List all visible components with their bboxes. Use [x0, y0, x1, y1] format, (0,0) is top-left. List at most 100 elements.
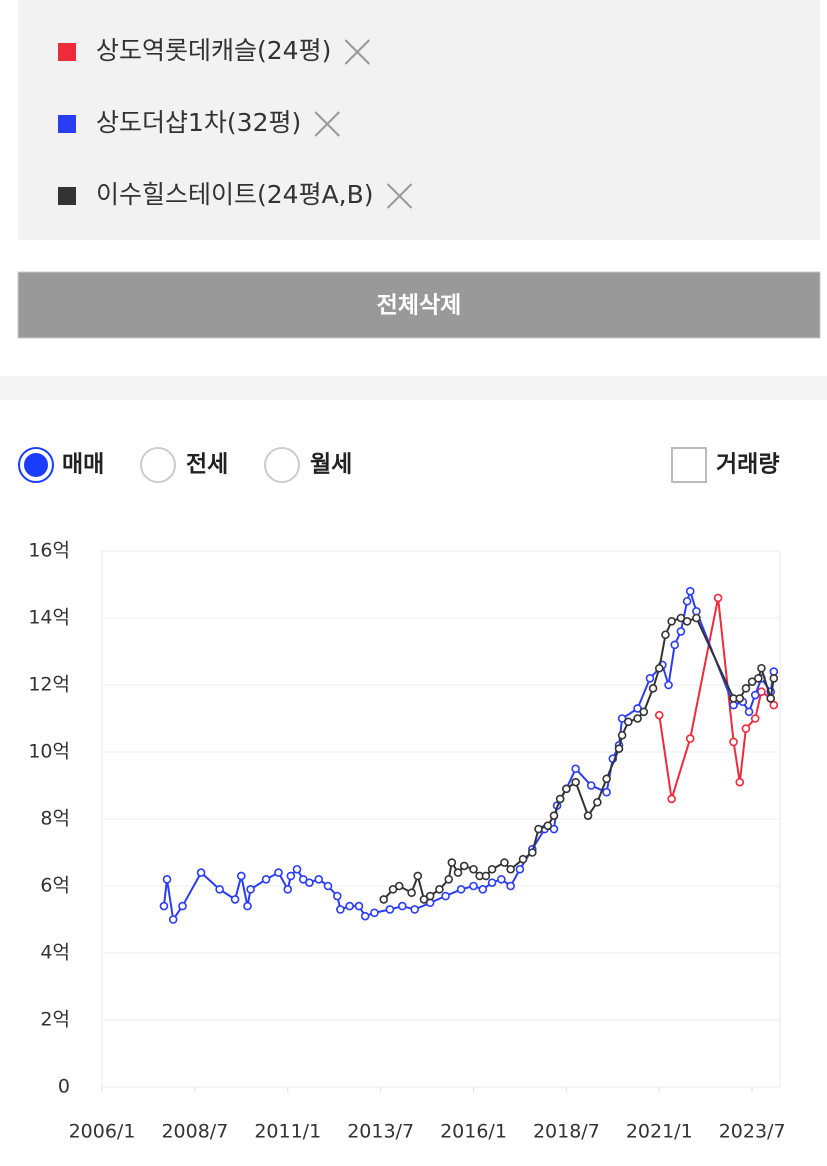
data-point	[729, 737, 738, 747]
x-tick-label: 2023/7	[719, 1121, 786, 1143]
data-point	[487, 878, 497, 887]
data-point	[453, 868, 463, 877]
data-point	[283, 885, 293, 894]
data-point	[555, 794, 565, 804]
x-tick-label: 2013/7	[347, 1121, 414, 1143]
y-tick-label: 0	[58, 1076, 70, 1098]
series-line	[382, 616, 775, 901]
delete-all-button[interactable]	[17, 271, 821, 339]
data-point	[435, 885, 444, 894]
data-point	[534, 824, 543, 834]
data-point	[692, 613, 701, 623]
legend-swatch	[58, 43, 76, 61]
data-point	[586, 781, 596, 790]
data-point	[292, 864, 302, 874]
y-tick-label: 6억	[40, 875, 70, 897]
radio[interactable]	[264, 447, 300, 483]
legend-swatch	[58, 115, 76, 133]
data-point	[243, 901, 252, 911]
radio[interactable]	[140, 447, 176, 483]
data-point	[274, 868, 283, 877]
remove-icon[interactable]	[314, 111, 340, 137]
remove-icon[interactable]	[344, 39, 371, 65]
data-point	[246, 885, 255, 894]
data-point	[230, 895, 240, 904]
data-point	[654, 710, 664, 720]
radio-label[interactable]: 월세	[310, 452, 352, 478]
remove-icon[interactable]	[386, 183, 413, 209]
x-tick-label: 2016/1	[440, 1121, 507, 1143]
data-point	[323, 881, 333, 891]
data-point	[682, 617, 692, 626]
data-point	[735, 694, 745, 703]
data-point	[624, 717, 633, 727]
data-point	[168, 915, 178, 924]
data-point	[661, 630, 670, 640]
data-point	[639, 707, 649, 717]
data-point	[425, 891, 435, 901]
data-point	[562, 784, 571, 794]
data-point	[469, 864, 478, 874]
radio-label[interactable]: 전세	[186, 452, 228, 478]
data-point	[543, 821, 553, 831]
data-point	[617, 730, 627, 740]
data-point	[685, 586, 695, 596]
data-point	[769, 673, 779, 683]
data-point	[441, 891, 450, 901]
data-point	[583, 811, 593, 820]
data-point	[385, 905, 395, 914]
y-tick-label: 4억	[40, 942, 70, 964]
data-point	[667, 794, 676, 804]
data-point	[459, 861, 469, 871]
legend-swatch	[58, 187, 76, 205]
data-point	[549, 811, 559, 820]
data-point	[741, 724, 751, 733]
data-point	[487, 864, 497, 874]
data-point	[159, 901, 169, 911]
delete-all-label[interactable]: 전체삭제	[377, 293, 462, 319]
data-point	[286, 871, 296, 881]
selection-panel	[18, 0, 820, 240]
data-point	[766, 694, 776, 703]
data-point	[413, 871, 423, 881]
data-point	[215, 885, 224, 894]
separator	[0, 376, 827, 400]
data-point	[750, 714, 760, 723]
data-point	[602, 774, 611, 784]
data-point	[314, 874, 324, 884]
data-point	[478, 885, 488, 894]
x-tick-label: 2008/7	[161, 1121, 228, 1143]
data-point	[757, 663, 766, 673]
data-point	[769, 700, 779, 710]
x-tick-label: 2021/1	[626, 1121, 693, 1143]
data-point	[506, 864, 515, 874]
data-point	[602, 787, 611, 797]
checkbox-label[interactable]: 거래량	[716, 452, 779, 478]
data-point	[178, 901, 187, 911]
checkbox[interactable]	[671, 447, 707, 483]
data-point	[237, 871, 246, 881]
series-line	[162, 587, 775, 923]
data-point	[664, 680, 673, 690]
data-point	[410, 905, 419, 914]
data-point	[593, 797, 602, 807]
data-point	[571, 764, 580, 774]
radio-label[interactable]: 매매	[62, 452, 104, 478]
x-tick-label: 2011/1	[254, 1121, 321, 1143]
y-tick-label: 10억	[28, 741, 70, 763]
legend-label: 상도더샵1차(32평)	[96, 108, 301, 137]
data-point	[648, 684, 658, 693]
x-tick-label: 2018/7	[533, 1121, 600, 1143]
data-point	[571, 777, 580, 787]
data-point	[456, 885, 466, 894]
data-point	[481, 871, 491, 881]
data-point	[407, 888, 416, 898]
data-point	[394, 881, 404, 891]
data-point	[735, 777, 745, 787]
data-point	[744, 707, 754, 717]
data-point	[685, 734, 695, 743]
data-point	[497, 874, 506, 884]
legend-label: 상도역롯데캐슬(24평)	[96, 36, 331, 65]
data-point	[667, 617, 676, 626]
